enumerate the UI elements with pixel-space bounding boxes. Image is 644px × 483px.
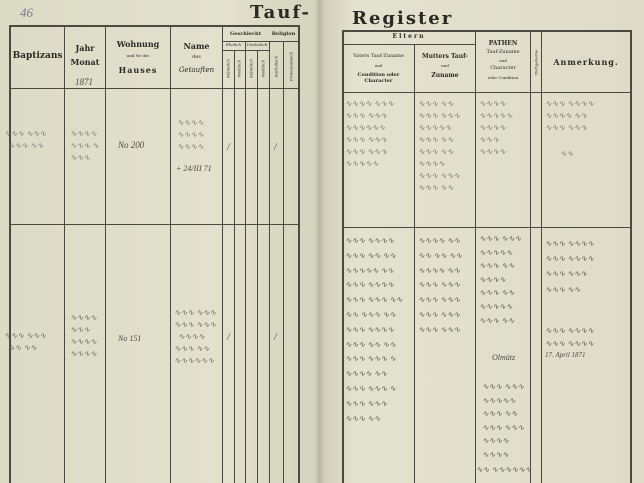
- sex-mark-2: /: [227, 332, 230, 343]
- header-anmerkung: Anmerkung.: [553, 57, 619, 67]
- header-religion: Religion: [271, 31, 296, 37]
- header-katholisch: Katholisch: [273, 55, 279, 78]
- death-note-1: + 24/III 71: [176, 164, 212, 173]
- header-hauses: Hauses: [118, 65, 158, 75]
- header-weiblich-1: Weiblich: [236, 59, 242, 78]
- header-eltern: Eltern: [392, 33, 426, 40]
- year-written: 1871: [75, 77, 93, 87]
- header-pathen-4: Character: [490, 65, 516, 71]
- header-pathen-5: oder Condition: [487, 75, 519, 80]
- header-name: Name: [183, 41, 210, 51]
- header-todtgeborne: Todtgeborne: [533, 49, 539, 76]
- header-monat: Monat: [70, 57, 100, 67]
- header-getauften: Getauften: [178, 66, 215, 74]
- sex-mark-1: /: [227, 142, 230, 153]
- book-gutter: [314, 0, 326, 483]
- title-right: Register: [352, 8, 454, 29]
- pathen-place-2: Olmütz: [492, 353, 516, 362]
- header-mutter-3: Zuname: [431, 72, 459, 79]
- header-unehelich: Unehelich: [246, 42, 268, 47]
- header-maennlich-2: Männlich: [248, 59, 254, 79]
- header-protestantisch: Protestantisch: [288, 51, 294, 82]
- house-number-2: No 151: [118, 334, 142, 343]
- header-vater-1: Vaters Tauf-Zuname: [353, 53, 404, 59]
- header-jahr: Jahr: [75, 43, 95, 53]
- remark-date-2: 17. April 1871: [545, 351, 586, 359]
- left-page: [0, 0, 318, 483]
- header-geschlecht: Geschlecht: [229, 31, 261, 37]
- header-des: des: [192, 54, 201, 60]
- header-mutter-2: und: [441, 63, 449, 68]
- header-ehelich: Ehelich: [225, 42, 242, 47]
- title-left: Tauf-: [250, 2, 311, 23]
- header-pathen-3: und: [499, 58, 507, 63]
- religion-mark-2: /: [274, 332, 277, 343]
- header-mutter-1: Mutters Tauf-: [422, 53, 468, 60]
- house-number-1: No 200: [118, 140, 145, 150]
- page-number: 46: [20, 5, 33, 20]
- header-nr-des: und Nr des: [126, 53, 150, 58]
- header-wohnung: Wohnung: [116, 39, 160, 49]
- header-vater-3: Condition oder Character: [357, 72, 400, 84]
- header-pathen: PATHEN: [488, 40, 518, 47]
- religion-mark-1: /: [274, 142, 277, 153]
- header-pathen-2: Tauf-Zuname: [486, 49, 520, 55]
- header-weiblich-2: Weiblich: [260, 59, 266, 78]
- right-page: [322, 0, 644, 483]
- header-maennlich-1: Männlich: [225, 59, 231, 79]
- header-vater-2: und: [374, 63, 383, 68]
- header-baptizans: Baptizans: [12, 51, 63, 61]
